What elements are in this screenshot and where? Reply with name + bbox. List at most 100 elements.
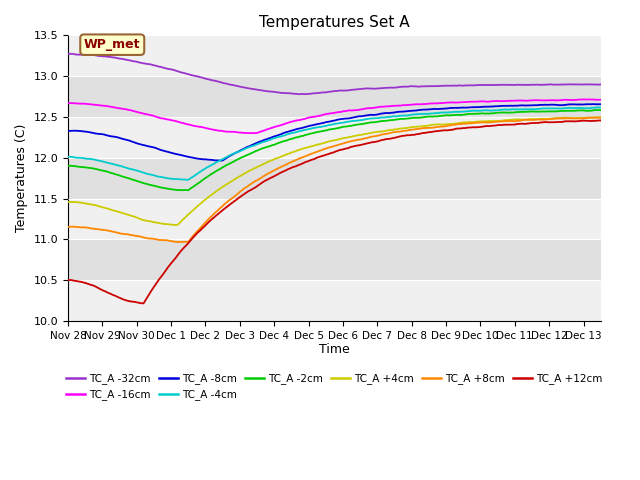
Y-axis label: Temperatures (C): Temperatures (C) xyxy=(15,124,28,232)
Line: TC_A -8cm: TC_A -8cm xyxy=(68,104,601,161)
TC_A +12cm xyxy=(323,152,331,157)
TC_A +8cm xyxy=(323,145,331,151)
TC_A -8cm xyxy=(309,122,317,128)
TC_A -4cm xyxy=(323,122,331,128)
Line: TC_A +4cm: TC_A +4cm xyxy=(68,117,601,225)
TC_A -2cm xyxy=(92,166,99,172)
TC_A -4cm xyxy=(597,105,605,110)
TC_A +12cm xyxy=(596,118,604,123)
TC_A -16cm xyxy=(581,96,589,102)
TC_A -16cm xyxy=(92,102,99,108)
TC_A -32cm xyxy=(324,89,332,95)
TC_A -32cm xyxy=(92,52,99,58)
TC_A -4cm xyxy=(582,105,589,111)
TC_A -32cm xyxy=(582,82,589,87)
Bar xyxy=(68,240,601,280)
TC_A -4cm xyxy=(184,177,191,183)
TC_A +12cm xyxy=(581,118,589,124)
Bar xyxy=(68,36,601,76)
Line: TC_A -4cm: TC_A -4cm xyxy=(68,108,601,180)
TC_A -32cm xyxy=(484,82,492,88)
TC_A -2cm xyxy=(484,111,492,117)
TC_A -32cm xyxy=(64,51,72,57)
TC_A +12cm xyxy=(92,284,99,289)
Legend: TC_A -32cm, TC_A -16cm, TC_A -8cm, TC_A -4cm, TC_A -2cm, TC_A +4cm, TC_A +8cm, T: TC_A -32cm, TC_A -16cm, TC_A -8cm, TC_A … xyxy=(62,369,607,405)
TC_A -4cm xyxy=(64,154,72,160)
TC_A +4cm xyxy=(309,143,317,149)
TC_A +4cm xyxy=(592,114,600,120)
TC_A +8cm xyxy=(597,115,605,120)
TC_A -32cm xyxy=(295,91,303,97)
TC_A -2cm xyxy=(581,108,589,114)
TC_A -8cm xyxy=(64,128,72,133)
TC_A -16cm xyxy=(484,99,492,105)
TC_A +12cm xyxy=(484,123,492,129)
TC_A -16cm xyxy=(323,111,331,117)
TC_A -4cm xyxy=(92,157,99,163)
TC_A +12cm xyxy=(64,277,72,283)
Text: WP_met: WP_met xyxy=(84,38,141,51)
TC_A +4cm xyxy=(64,199,72,205)
TC_A -8cm xyxy=(217,158,225,164)
Line: TC_A +12cm: TC_A +12cm xyxy=(68,120,601,303)
Bar xyxy=(68,158,601,199)
TC_A +4cm xyxy=(581,115,589,120)
TC_A -2cm xyxy=(597,107,605,113)
TC_A +8cm xyxy=(581,115,589,121)
TC_A -4cm xyxy=(595,105,603,110)
TC_A +4cm xyxy=(170,222,178,228)
TC_A -16cm xyxy=(248,131,256,136)
Title: Temperatures Set A: Temperatures Set A xyxy=(259,15,410,30)
X-axis label: Time: Time xyxy=(319,344,349,357)
TC_A +8cm xyxy=(595,115,602,120)
TC_A -16cm xyxy=(309,114,317,120)
TC_A +4cm xyxy=(92,202,99,208)
TC_A -8cm xyxy=(581,101,589,107)
TC_A -2cm xyxy=(323,127,331,133)
TC_A -4cm xyxy=(581,105,589,111)
TC_A -4cm xyxy=(484,108,492,113)
Line: TC_A -32cm: TC_A -32cm xyxy=(68,54,601,94)
Line: TC_A -16cm: TC_A -16cm xyxy=(68,99,601,133)
TC_A -2cm xyxy=(184,187,192,193)
TC_A +12cm xyxy=(597,118,605,123)
TC_A +8cm xyxy=(309,150,317,156)
TC_A -2cm xyxy=(309,130,317,136)
TC_A -32cm xyxy=(310,91,317,96)
TC_A -32cm xyxy=(597,82,605,87)
TC_A -8cm xyxy=(589,101,596,107)
TC_A +4cm xyxy=(323,139,331,145)
TC_A -2cm xyxy=(582,108,589,114)
TC_A -32cm xyxy=(68,51,76,57)
TC_A +8cm xyxy=(64,224,72,230)
TC_A -8cm xyxy=(484,104,492,109)
TC_A +8cm xyxy=(484,120,492,125)
Bar xyxy=(68,76,601,117)
TC_A +8cm xyxy=(92,226,99,232)
TC_A +8cm xyxy=(184,239,192,245)
Bar xyxy=(68,199,601,240)
TC_A +4cm xyxy=(597,115,605,120)
TC_A -8cm xyxy=(582,101,589,107)
TC_A -8cm xyxy=(92,131,99,136)
TC_A -16cm xyxy=(64,100,72,106)
TC_A -16cm xyxy=(597,97,605,103)
TC_A +8cm xyxy=(582,115,589,121)
TC_A -16cm xyxy=(582,96,589,102)
TC_A -2cm xyxy=(591,107,599,113)
TC_A +12cm xyxy=(309,156,317,162)
TC_A +4cm xyxy=(582,115,589,120)
TC_A +12cm xyxy=(139,300,147,306)
TC_A -4cm xyxy=(309,125,317,131)
TC_A -32cm xyxy=(582,82,589,87)
TC_A -8cm xyxy=(323,119,331,125)
TC_A +4cm xyxy=(484,118,492,124)
TC_A -16cm xyxy=(582,96,590,102)
Line: TC_A -2cm: TC_A -2cm xyxy=(68,110,601,190)
Bar xyxy=(68,280,601,321)
Line: TC_A +8cm: TC_A +8cm xyxy=(68,118,601,242)
TC_A -8cm xyxy=(597,101,605,107)
Bar xyxy=(68,117,601,158)
TC_A +12cm xyxy=(582,118,589,124)
TC_A -2cm xyxy=(64,163,72,169)
